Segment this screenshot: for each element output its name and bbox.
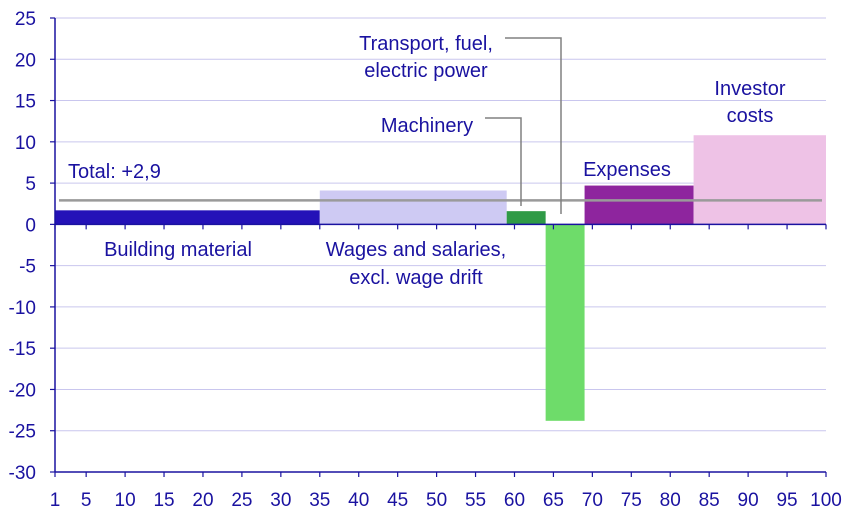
x-tick-label: 75 [621, 490, 642, 511]
x-tick-label: 1 [50, 490, 61, 511]
y-tick-label: 15 [15, 92, 36, 113]
y-tick-label: 10 [15, 133, 36, 154]
x-tick-label: 35 [309, 490, 330, 511]
x-tick-label: 100 [810, 490, 842, 511]
x-tick-label: 45 [387, 490, 408, 511]
x-tick-label: 70 [582, 490, 603, 511]
y-tick-label: -10 [9, 298, 36, 319]
label-machinery: Machinery [381, 115, 473, 137]
x-tick-label: 85 [699, 490, 720, 511]
label-wages-line-1: Wages and salaries, [326, 239, 506, 261]
bar-segment-1 [55, 210, 320, 225]
x-tick-label: 20 [192, 490, 213, 511]
bar-segment-4 [545, 224, 585, 421]
x-tick-label: 15 [153, 490, 174, 511]
label-investor-line-2: costs [727, 105, 774, 127]
x-tick-label: 60 [504, 490, 525, 511]
bar-segment-6 [693, 135, 826, 225]
x-tick-label: 55 [465, 490, 486, 511]
x-tick-label: 10 [115, 490, 136, 511]
label-wages-line-2: excl. wage drift [349, 267, 483, 289]
label-transport-line-2: electric power [364, 60, 488, 82]
x-tick-label: 50 [426, 490, 447, 511]
x-tick-label: 65 [543, 490, 564, 511]
x-tick-label: 90 [738, 490, 759, 511]
y-tick-label: -5 [19, 257, 36, 278]
bars [55, 135, 826, 421]
bar-segment-3 [506, 211, 546, 225]
segment-labels: Building material Wages and salaries, excl… [104, 33, 786, 289]
x-tick-label: 40 [348, 490, 369, 511]
bar-segment-5 [584, 185, 694, 225]
y-tick-label: -25 [9, 422, 36, 443]
label-building-material: Building material [104, 239, 252, 261]
leader-machinery [485, 117, 522, 206]
x-tick-label: 95 [776, 490, 797, 511]
label-expenses: Expenses [583, 159, 671, 181]
total-label: Total: +2,9 [68, 161, 161, 183]
x-tick-label: 30 [270, 490, 291, 511]
y-tick-label: -30 [9, 463, 36, 484]
y-tick-label: -15 [9, 339, 36, 360]
y-tick-label: 20 [15, 50, 36, 71]
y-tick-label: 25 [15, 9, 36, 30]
y-tick-label: -20 [9, 380, 36, 401]
y-tick-label: 5 [25, 174, 36, 195]
bar-segment-2 [319, 190, 507, 225]
x-tick-label: 5 [81, 490, 92, 511]
total-reference: Total: +2,9 [59, 161, 822, 202]
label-investor-line-1: Investor [714, 78, 785, 100]
x-tick-label: 80 [660, 490, 681, 511]
y-tick-label: 0 [25, 215, 36, 236]
x-tick-label: 25 [231, 490, 252, 511]
leader-transport [505, 37, 562, 214]
label-transport-line-1: Transport, fuel, [359, 33, 493, 55]
